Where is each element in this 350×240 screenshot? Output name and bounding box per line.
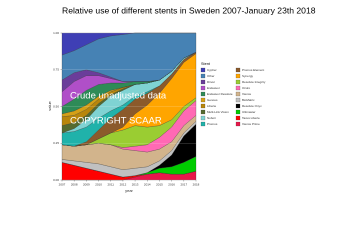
legend-label: Xience Prime: [242, 122, 260, 126]
x-axis-label: year: [125, 188, 133, 193]
legend-swatch: [235, 91, 241, 97]
y-tick-label: 1.00: [53, 31, 59, 35]
legend-label: Multi-Link Vision: [207, 110, 229, 114]
legend-swatch: [235, 97, 241, 103]
legend-label: Synergy: [242, 74, 254, 78]
legend-swatch: [200, 109, 206, 115]
legend-swatch: [200, 85, 206, 91]
legend-label: Resolute Onyx: [242, 104, 262, 108]
legend-swatch: [235, 103, 241, 109]
x-tick-label: 2013: [132, 182, 139, 186]
chart-title: Relative use of different stents in Swed…: [62, 5, 316, 15]
legend-swatch: [200, 97, 206, 103]
x-tick-label: 2017: [180, 182, 187, 186]
legend-label: Taxus Liberte: [242, 116, 260, 120]
legend-label: Xience: [242, 92, 252, 96]
legend-label: Driver: [207, 80, 215, 84]
x-tick-label: 2012: [120, 182, 127, 186]
legend-label: Cypher: [207, 68, 217, 72]
legend-swatch: [200, 91, 206, 97]
legend-label: Orsiro: [242, 86, 250, 90]
legend-swatch: [235, 115, 241, 121]
legend-swatch: [235, 79, 241, 85]
x-tick-label: 2009: [83, 182, 90, 186]
legend-label: Endeavor: [207, 86, 220, 90]
legend-swatch: [200, 115, 206, 121]
legend-label: Genous: [207, 98, 218, 102]
x-tick-label: 2014: [144, 182, 151, 186]
legend-swatch: [235, 73, 241, 79]
x-tick-label: 2008: [71, 182, 78, 186]
legend-label: BioMatrix: [242, 98, 255, 102]
legend-swatch: [235, 85, 241, 91]
x-tick-label: 2011: [108, 182, 115, 186]
x-tick-label: 2007: [59, 182, 66, 186]
legend-swatch: [200, 67, 206, 73]
legend-swatch: [235, 67, 241, 73]
x-tick-label: 2010: [95, 182, 102, 186]
legend-label: Promus Element: [242, 68, 264, 72]
legend-label: Resolute Integrity: [242, 80, 266, 84]
chart: Relative use of different stents in Swed…: [47, 5, 316, 193]
x-tick-label: 2016: [168, 182, 175, 186]
watermark: COPYRIGHT SCAAR: [70, 116, 162, 127]
legend-label: Nobori: [207, 116, 216, 120]
legend-swatch: [200, 73, 206, 79]
legend-swatch: [200, 103, 206, 109]
x-tick-label: 2015: [156, 182, 163, 186]
legend-label: Ultimaster: [242, 110, 256, 114]
legend-label: Endeavor Resolute: [207, 92, 233, 96]
legend-swatch: [200, 79, 206, 85]
y-tick-label: 0.75: [53, 68, 59, 72]
legend-swatch: [235, 109, 241, 115]
y-tick-label: 0.25: [53, 141, 59, 145]
y-tick-label: 0.00: [53, 178, 59, 182]
y-axis-label: value: [47, 100, 52, 110]
legend-swatch: [200, 121, 206, 127]
legend-title: Stent: [201, 62, 211, 66]
legend-label: Other: [207, 74, 215, 78]
legend-label: Liberte: [207, 104, 217, 108]
watermark: Crude unadjusted data: [70, 91, 167, 102]
x-tick-label: 2018: [193, 182, 200, 186]
y-tick-label: 0.50: [53, 104, 59, 108]
legend-swatch: [235, 121, 241, 127]
legend-label: Promus: [207, 122, 218, 126]
